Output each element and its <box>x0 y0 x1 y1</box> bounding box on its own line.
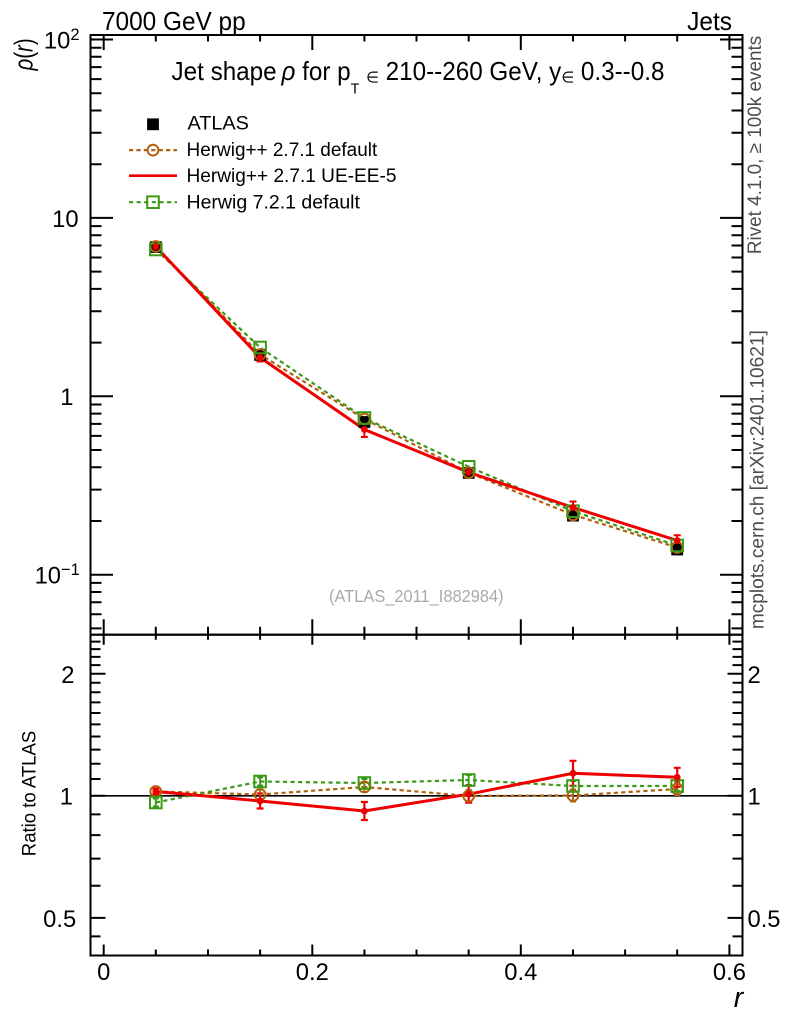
svg-text:Rivet 4.1.0, ≥ 100k events: Rivet 4.1.0, ≥ 100k events <box>745 36 766 254</box>
svg-text:10: 10 <box>52 205 78 232</box>
svg-text:1: 1 <box>60 384 73 411</box>
svg-text:Jets: Jets <box>687 7 732 36</box>
svg-text:1: 1 <box>60 783 73 810</box>
svg-text:Ratio to ATLAS: Ratio to ATLAS <box>19 731 41 856</box>
svg-text:Herwig++ 2.7.1 UE-EE-5: Herwig++ 2.7.1 UE-EE-5 <box>187 166 397 187</box>
svg-text:0.5: 0.5 <box>43 905 76 932</box>
svg-text:1: 1 <box>748 783 761 810</box>
svg-text:(ATLAS_2011_I882984): (ATLAS_2011_I882984) <box>329 587 503 607</box>
svg-text:7000 GeV pp: 7000 GeV pp <box>102 7 246 36</box>
svg-text:10−1: 10−1 <box>35 560 80 590</box>
svg-text:0.2: 0.2 <box>296 959 329 986</box>
svg-text:Herwig 7.2.1 default: Herwig 7.2.1 default <box>187 191 361 213</box>
svg-text:0.5: 0.5 <box>748 905 781 932</box>
svg-text:2: 2 <box>61 662 74 689</box>
svg-text:ATLAS: ATLAS <box>188 113 249 135</box>
svg-text:Herwig++ 2.7.1 default: Herwig++ 2.7.1 default <box>187 140 378 161</box>
svg-text:0: 0 <box>97 959 110 986</box>
svg-text:r: r <box>734 982 745 1014</box>
svg-text:2: 2 <box>748 662 761 689</box>
svg-text:mcplots.cern.ch [arXiv:2401.10: mcplots.cern.ch [arXiv:2401.10621] <box>746 330 768 629</box>
svg-text:0.6: 0.6 <box>713 959 746 986</box>
svg-text:ρ(r): ρ(r) <box>9 38 38 71</box>
svg-text:Jet shape ρ for pT ∈ 210--260: Jet shape ρ for pT ∈ 210--260 GeV, y∈ 0.… <box>172 57 665 97</box>
svg-text:0.4: 0.4 <box>504 959 537 986</box>
svg-text:102: 102 <box>44 25 80 55</box>
